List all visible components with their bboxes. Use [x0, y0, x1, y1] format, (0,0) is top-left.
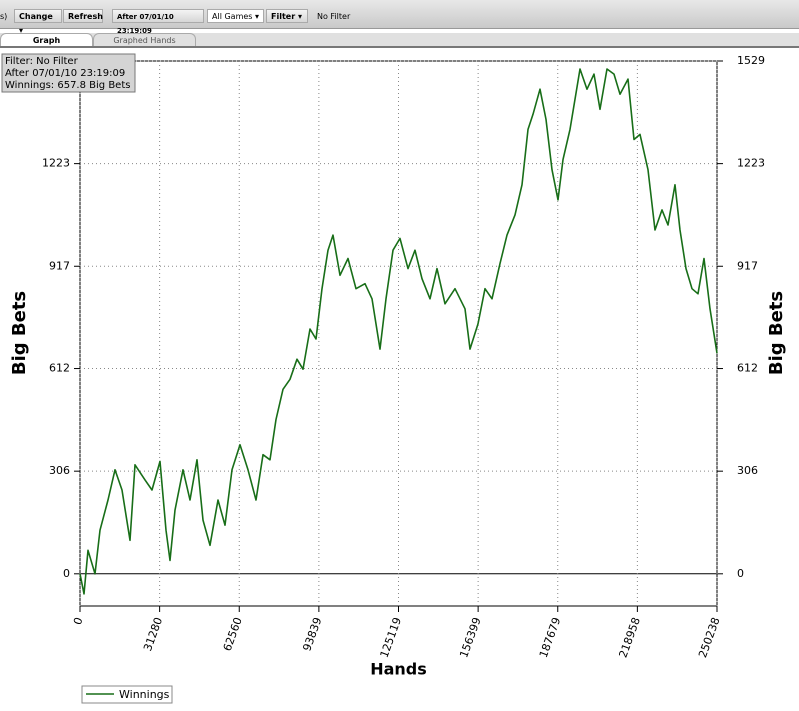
- line: [79, 68, 718, 595]
- info-text: Winnings: 657.8 Big Bets: [5, 80, 130, 91]
- y2-tick-label: 0: [737, 567, 744, 580]
- x-tick-label: 250238: [696, 616, 723, 660]
- filter-status: No Filter: [317, 12, 351, 21]
- x-axis-title: Hands: [370, 660, 427, 679]
- y2-tick-label: 1223: [737, 157, 765, 170]
- refresh-button[interactable]: Refresh: [63, 9, 103, 23]
- y2-axis-title: Big Bets: [766, 291, 787, 375]
- partial-label: s): [0, 12, 8, 21]
- x-tick-label: 156399: [457, 616, 484, 660]
- info-text: After 07/01/10 23:19:09: [5, 68, 125, 79]
- x-tick-label: 62560: [221, 616, 245, 653]
- games-select[interactable]: All Games ▾: [207, 9, 264, 23]
- tab[interactable]: Graphed Hands: [93, 33, 196, 46]
- legend-label: Winnings: [119, 688, 170, 701]
- label: Change: [19, 12, 53, 21]
- y-tick-label: 917: [49, 259, 70, 272]
- tab[interactable]: Graph: [0, 33, 93, 46]
- tabs: Graph Graphed Hands: [0, 33, 799, 48]
- y2-tick-label: 917: [737, 259, 758, 272]
- x-tick-label: 187679: [537, 616, 564, 660]
- toolbar: s) Change ▾ Refresh After 07/01/10 23:19…: [0, 0, 799, 35]
- info-box: [1, 53, 136, 93]
- filter-button[interactable]: Filter ▾: [266, 9, 308, 23]
- x-tick-label: 93839: [300, 616, 324, 653]
- y2-tick-label: 1529: [737, 54, 765, 67]
- y-tick-label: 0: [63, 567, 70, 580]
- x-tick-label: 125119: [378, 616, 405, 660]
- y-tick-label: 1223: [42, 157, 70, 170]
- x-tick-label: 218958: [616, 616, 643, 660]
- x-tick-label: 31280: [141, 616, 165, 653]
- x-tick-label: 0: [71, 616, 86, 627]
- label: All Games: [212, 12, 253, 21]
- label: Filter: [271, 12, 296, 21]
- date-button[interactable]: After 07/01/10 23:19:09: [112, 9, 204, 35]
- y-tick-label: 306: [49, 464, 70, 477]
- y2-tick-label: 612: [737, 362, 758, 375]
- y-tick-label: 612: [49, 362, 70, 375]
- y2-tick-label: 306: [737, 464, 758, 477]
- info-text: Filter: No Filter: [5, 56, 79, 67]
- legend-box: [81, 685, 173, 704]
- change-button[interactable]: Change ▾: [14, 9, 62, 35]
- y-axis-title: Big Bets: [9, 291, 30, 375]
